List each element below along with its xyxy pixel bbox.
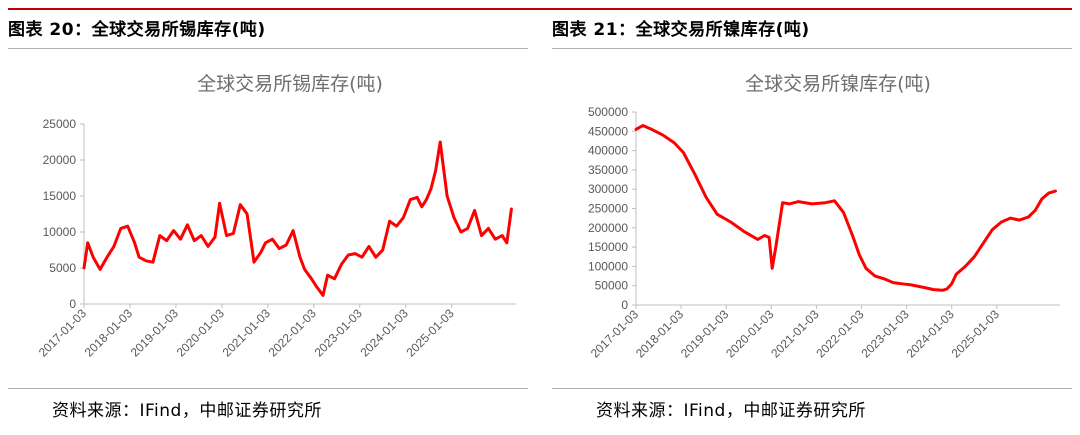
y-tick-label: 25000 bbox=[43, 117, 77, 131]
nickel-inventory-panel: 图表 21：全球交易所镍库存(吨) 全球交易所镍库存(吨) 0 50000 10000… bbox=[552, 10, 1072, 435]
x-tick-label: 2022-01-03 bbox=[266, 306, 320, 360]
figure-caption: 图表 21：全球交易所镍库存(吨) bbox=[552, 20, 810, 40]
x-tick-label: 2020-01-03 bbox=[174, 306, 228, 360]
source-divider bbox=[8, 388, 528, 389]
x-tick-label: 2021-01-03 bbox=[768, 307, 822, 361]
y-tick-label: 5000 bbox=[49, 261, 76, 275]
x-tick-label: 2021-01-03 bbox=[220, 306, 274, 360]
y-tick-label: 200000 bbox=[588, 221, 628, 235]
nickel-inventory-chart-container: 全球交易所镍库存(吨) 0 50000 100000 150000 200000 25000… bbox=[552, 54, 1072, 384]
chart-title: 全球交易所镍库存(吨) bbox=[745, 73, 931, 95]
x-tick-label: 2017-01-03 bbox=[36, 306, 90, 360]
y-tick-label: 300000 bbox=[588, 182, 628, 196]
y-tick-label: 350000 bbox=[588, 163, 628, 177]
tin-inventory-panel: 图表 20：全球交易所锡库存(吨) 全球交易所锡库存(吨) 0 5000 10000 1… bbox=[8, 10, 528, 435]
source-note: 资料来源：IFind，中邮证券研究所 bbox=[52, 401, 322, 421]
figure-caption: 图表 20：全球交易所锡库存(吨) bbox=[8, 20, 266, 40]
top-rule bbox=[8, 8, 1072, 10]
tin-inventory-chart-container: 全球交易所锡库存(吨) 0 5000 10000 15000 20000 25000 2017… bbox=[8, 54, 528, 384]
x-tick-label: 2019-01-03 bbox=[678, 307, 732, 361]
y-tick-label: 250000 bbox=[588, 202, 628, 216]
series-line bbox=[634, 124, 1057, 292]
nickel-inventory-chart: 全球交易所镍库存(吨) 0 50000 100000 150000 200000 25000… bbox=[588, 73, 1060, 361]
x-tick-label: 2023-01-03 bbox=[858, 307, 912, 361]
x-tick-label: 2024-01-03 bbox=[358, 306, 412, 360]
caption-divider bbox=[8, 48, 528, 49]
x-tick-label: 2018-01-03 bbox=[82, 306, 136, 360]
y-tick-label: 20000 bbox=[43, 153, 77, 167]
y-tick-label: 450000 bbox=[588, 124, 628, 138]
x-tick-label: 2023-01-03 bbox=[312, 306, 366, 360]
y-tick-label: 100000 bbox=[588, 259, 628, 273]
x-tick-label: 2019-01-03 bbox=[128, 306, 182, 360]
series-line bbox=[82, 140, 513, 297]
y-tick-label: 50000 bbox=[595, 279, 629, 293]
chart-title: 全球交易所锡库存(吨) bbox=[197, 73, 383, 95]
source-divider bbox=[552, 388, 1072, 389]
x-tick-label: 2017-01-03 bbox=[588, 307, 642, 361]
x-tick-label: 2024-01-03 bbox=[904, 307, 958, 361]
y-tick-label: 10000 bbox=[43, 225, 77, 239]
y-tick-label: 0 bbox=[69, 297, 76, 311]
y-tick-label: 150000 bbox=[588, 240, 628, 254]
x-tick-label: 2022-01-03 bbox=[813, 307, 867, 361]
x-tick-label: 2018-01-03 bbox=[633, 307, 687, 361]
caption-divider bbox=[552, 48, 1072, 49]
x-tick-label: 2025-01-03 bbox=[403, 306, 457, 360]
y-tick-label: 500000 bbox=[588, 105, 628, 119]
source-note: 资料来源：IFind，中邮证券研究所 bbox=[596, 401, 866, 421]
tin-inventory-chart: 全球交易所锡库存(吨) 0 5000 10000 15000 20000 25000 2017… bbox=[36, 73, 516, 360]
y-tick-label: 15000 bbox=[43, 189, 77, 203]
x-tick-label: 2020-01-03 bbox=[723, 307, 777, 361]
x-tick-label: 2025-01-03 bbox=[949, 307, 1003, 361]
y-tick-label: 400000 bbox=[588, 144, 628, 158]
y-tick-label: 0 bbox=[621, 298, 628, 312]
